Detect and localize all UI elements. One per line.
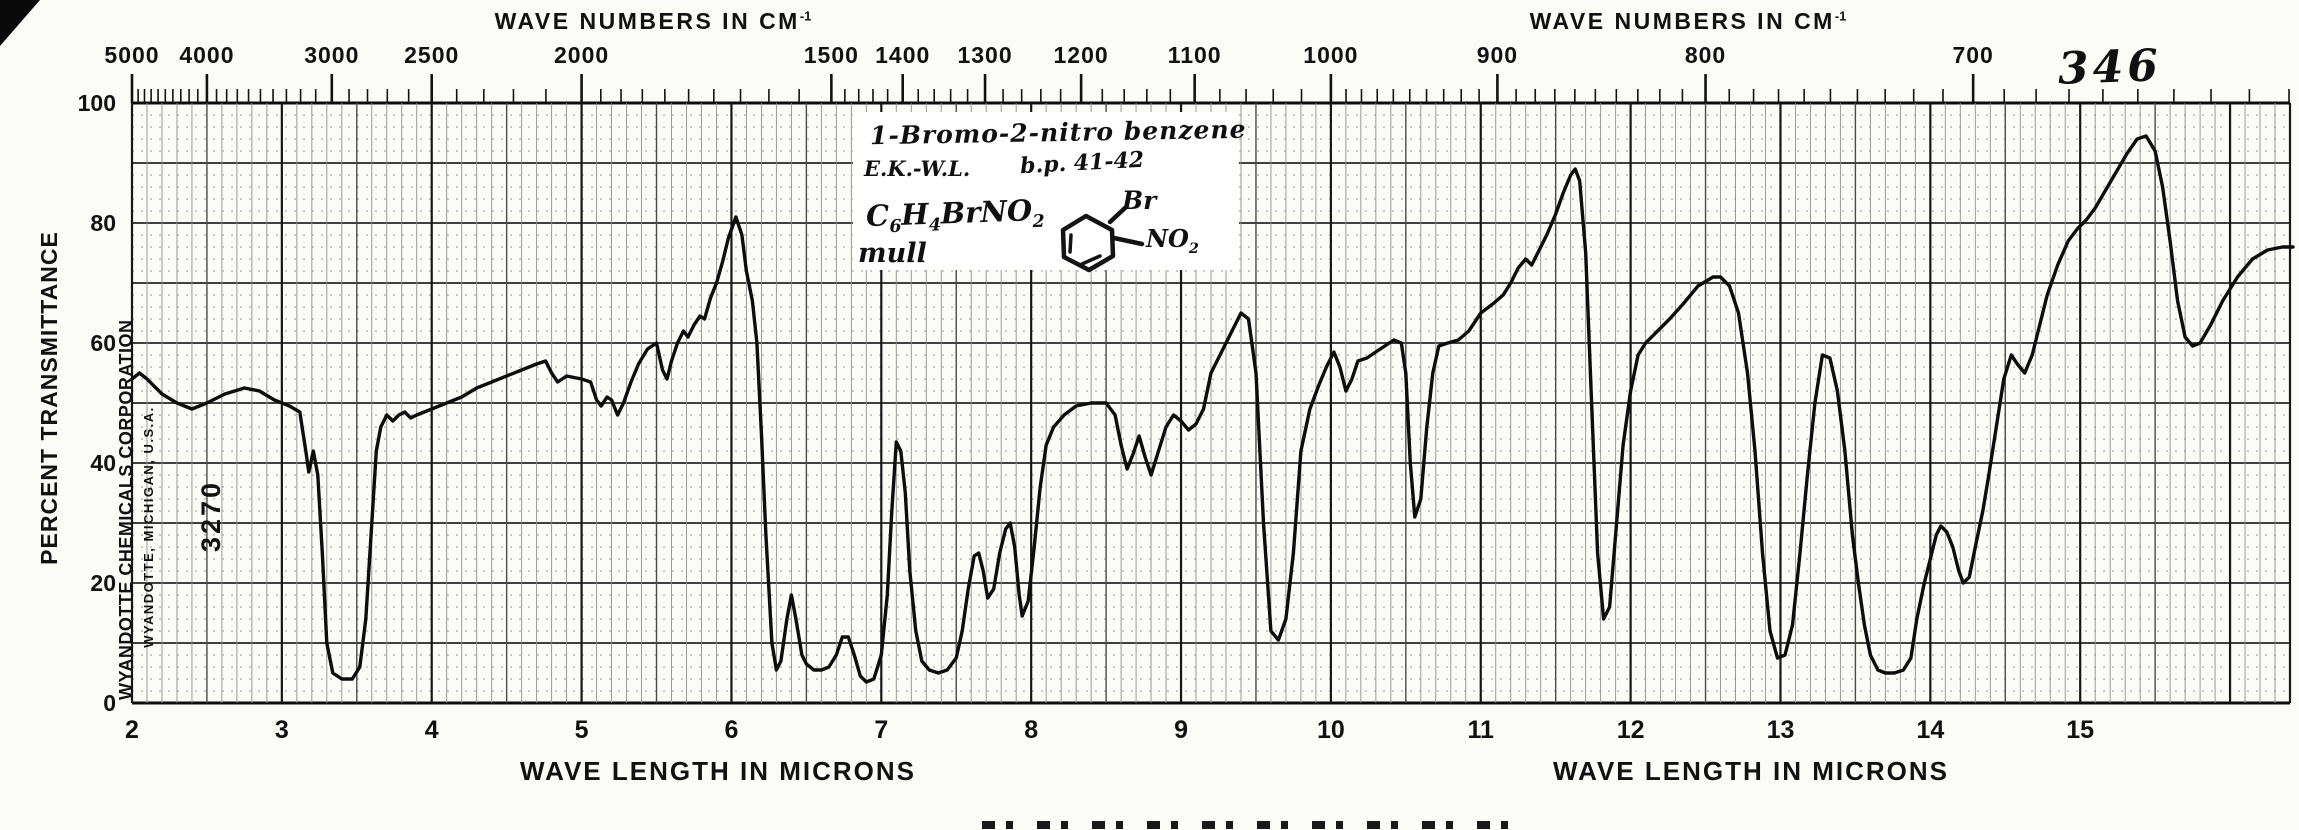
structure-bromo-label: Br xyxy=(1122,186,1157,215)
top-axis-title-left-sup: -1 xyxy=(799,8,812,24)
micron-tick-label: 12 xyxy=(1616,716,1645,744)
wavenumber-tick-label: 1500 xyxy=(803,42,859,68)
bottom-axis-title-left: WAVE LENGTH IN MICRONS xyxy=(520,756,916,786)
wavenumber-tick-label: 700 xyxy=(1952,42,1994,68)
spectrum-curve xyxy=(130,134,2295,684)
wavenumber-tick-label: 1300 xyxy=(957,42,1013,68)
top-axis-title-left: WAVE NUMBERS IN CM-1 xyxy=(468,8,838,35)
micron-tick-label: 3 xyxy=(274,716,289,744)
transmittance-tick-label: 40 xyxy=(90,450,116,476)
analyst-initials: E.K.-W.L. xyxy=(864,156,971,181)
micron-tick-label: 11 xyxy=(1467,716,1494,744)
micron-tick-label: 2 xyxy=(125,716,139,744)
wavenumber-tick-label: 4000 xyxy=(179,42,235,68)
benzene-ring-structure xyxy=(1060,205,1145,273)
wavenumber-tick-label: 1000 xyxy=(1303,42,1359,68)
micron-tick-label: 9 xyxy=(1174,716,1188,744)
wavenumber-tick-label: 800 xyxy=(1684,42,1727,68)
micron-tick-label: 8 xyxy=(1024,716,1039,744)
annotation-box: 1-Bromo-2-nitro benzene E.K.-W.L. b.p. 4… xyxy=(853,112,1247,273)
wavenumber-tick-label: 1400 xyxy=(875,42,931,68)
top-axis-title-right: WAVE NUMBERS IN CM-1 xyxy=(1503,8,1873,35)
wavenumber-tick-label: 3000 xyxy=(304,42,360,68)
transmittance-tick-label: 100 xyxy=(77,90,116,116)
sample-phase: mull xyxy=(858,238,927,269)
wavenumber-ticks xyxy=(130,74,2290,103)
micron-tick-label: 6 xyxy=(724,716,739,744)
top-axis-title-left-text: WAVE NUMBERS IN CM xyxy=(494,8,800,34)
micron-tick-label: 13 xyxy=(1766,716,1795,744)
micron-tick-label: 5 xyxy=(574,716,589,744)
transmittance-tick-label: 20 xyxy=(90,570,116,596)
micron-tick-label: 14 xyxy=(1916,716,1945,744)
transmittance-trace xyxy=(130,134,2295,684)
transmittance-tick-label: 80 xyxy=(90,210,116,236)
wavenumber-tick-label: 1200 xyxy=(1053,42,1109,68)
micron-tick-label: 15 xyxy=(2066,716,2095,744)
top-axis-title-right-text: WAVE NUMBERS IN CM xyxy=(1529,8,1835,34)
cut-off-caption-marks xyxy=(982,821,1510,829)
micron-tick-label: 4 xyxy=(424,716,439,744)
wavenumber-tick-label: 2500 xyxy=(404,42,460,68)
scan-corner-artifact xyxy=(0,0,40,46)
micron-tick-label: 7 xyxy=(874,716,889,744)
micron-tick-label: 10 xyxy=(1316,716,1345,744)
wavenumber-tick-label: 1100 xyxy=(1167,42,1222,68)
wavenumber-tick-label: 2000 xyxy=(553,42,610,68)
wavenumber-tick-label: 5000 xyxy=(104,42,160,68)
structure-nitro-label: NO2 xyxy=(1146,224,1199,257)
bottom-axis-title-right: WAVE LENGTH IN MICRONS xyxy=(1553,756,1949,786)
transmittance-tick-label: 0 xyxy=(103,690,116,716)
top-axis-title-right-sup: -1 xyxy=(1834,8,1847,24)
wavenumber-tick-label: 900 xyxy=(1476,42,1519,68)
transmittance-tick-label: 60 xyxy=(90,330,116,356)
